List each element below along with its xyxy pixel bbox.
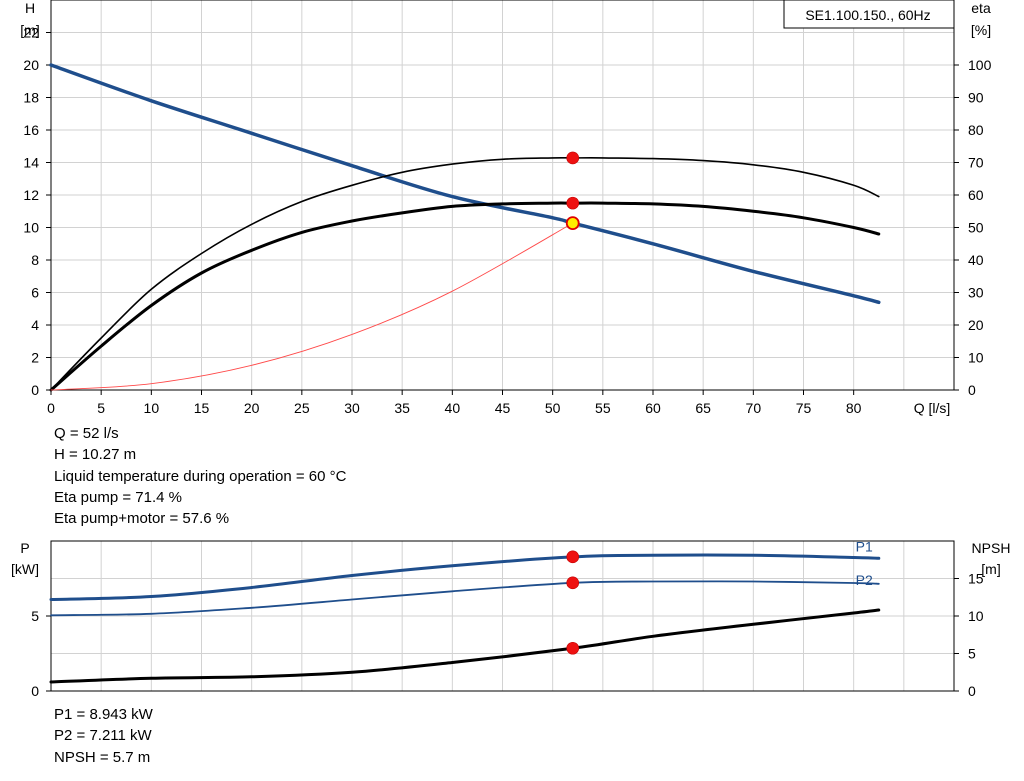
power-ytick-label: 0 — [31, 683, 39, 699]
head-series-line-2 — [49, 201, 881, 392]
head-xtick-label: 55 — [595, 400, 611, 416]
head-title-box — [783, 0, 955, 29]
head-operating-point-marker-2 — [565, 216, 580, 231]
head-operating-point-marker-0 — [566, 151, 580, 165]
head-xtick-label: 70 — [746, 400, 762, 416]
operating-point-info: Q = 52 l/s H = 10.27 m Liquid temperatur… — [54, 423, 346, 529]
head-y2tick-label: 100 — [968, 57, 992, 73]
head-xtick-label: 65 — [695, 400, 711, 416]
head-series-line-3 — [50, 222, 574, 391]
head-xtick-label: 30 — [344, 400, 360, 416]
flow-value: Q = 52 l/s — [54, 425, 119, 442]
power-operating-point-marker-0 — [566, 550, 580, 564]
power-y2tick-label: 15 — [968, 571, 984, 587]
power-series-line-0 — [49, 553, 881, 601]
power-operating-point-marker-1 — [566, 576, 580, 590]
power-series-line-2 — [49, 608, 881, 684]
head-y2tick-label: 30 — [968, 285, 984, 301]
head-ytick-label: 16 — [23, 122, 39, 138]
head-y2-axis-unit: [%] — [971, 22, 991, 38]
head-y2tick-label: 90 — [968, 90, 984, 106]
head-xtick-label: 75 — [796, 400, 812, 416]
head-y2tick-label: 80 — [968, 122, 984, 138]
head-ytick-label: 20 — [23, 57, 39, 73]
power-series-line-1 — [50, 580, 880, 617]
head-ytick-label: 12 — [23, 187, 39, 203]
head-y2tick-label: 0 — [968, 382, 976, 398]
head-ytick-label: 6 — [31, 285, 39, 301]
head-ytick-label: 10 — [23, 220, 39, 236]
npsh-value: NPSH = 5.7 m — [54, 748, 151, 766]
power-y2-axis-unit: [m] — [981, 561, 1000, 577]
head-xtick-label: 45 — [495, 400, 511, 416]
eta-pump-value: Eta pump = 71.4 % — [54, 488, 182, 506]
p2-value: P2 = 7.211 kW — [54, 727, 152, 745]
head-y2tick-label: 60 — [968, 187, 984, 203]
head-ytick-label: 18 — [23, 90, 39, 106]
head-ytick-label: 22 — [23, 25, 39, 41]
p1-value: P1 = 8.943 kW — [54, 706, 153, 723]
power-y2tick-label: 5 — [968, 646, 976, 662]
head-value: H = 10.27 m — [54, 446, 137, 464]
head-y2tick-label: 70 — [968, 155, 984, 171]
power-ytick-label: 5 — [31, 608, 39, 624]
power-y-axis-unit: [kW] — [11, 561, 39, 577]
head-xtick-label: 20 — [244, 400, 260, 416]
head-y2-axis-label: eta — [971, 0, 991, 16]
head-ytick-label: 4 — [31, 317, 39, 333]
power-y2tick-label: 10 — [968, 608, 984, 624]
head-xtick-label: 25 — [294, 400, 310, 416]
eta-total-value: Eta pump+motor = 57.6 % — [54, 510, 230, 528]
head-series-line-1 — [50, 157, 880, 391]
head-xtick-label: 0 — [47, 400, 55, 416]
head-xtick-label: 50 — [545, 400, 561, 416]
power-y-axis-label: P — [20, 540, 29, 556]
power-series-label-p1: P1 — [856, 538, 873, 554]
head-y2tick-label: 10 — [968, 350, 984, 366]
head-y-axis-label: H — [25, 0, 35, 16]
head-operating-point-marker-1 — [566, 196, 580, 210]
power-series-label-p2: P2 — [856, 572, 873, 588]
head-xtick-label: 40 — [445, 400, 461, 416]
head-ytick-label: 2 — [31, 350, 39, 366]
head-y2tick-label: 40 — [968, 252, 984, 268]
head-y2tick-label: 20 — [968, 317, 984, 333]
head-ytick-label: 0 — [31, 382, 39, 398]
head-x-axis-label: Q [l/s] — [914, 400, 951, 416]
head-xtick-label: 80 — [846, 400, 862, 416]
head-xtick-label: 60 — [645, 400, 661, 416]
head-chart-title: SE1.100.150., 60Hz — [805, 7, 930, 23]
head-series-line-0 — [49, 63, 881, 305]
head-ytick-label: 14 — [23, 155, 39, 171]
head-xtick-label: 5 — [97, 400, 105, 416]
head-y-axis-unit: [m] — [20, 22, 39, 38]
head-xtick-label: 10 — [144, 400, 160, 416]
head-xtick-label: 15 — [194, 400, 210, 416]
head-y2tick-label: 50 — [968, 220, 984, 236]
power-operating-point-marker-2 — [566, 641, 580, 655]
head-ytick-label: 8 — [31, 252, 39, 268]
power-info: P1 = 8.943 kW P2 = 7.211 kW NPSH = 5.7 m — [54, 704, 153, 768]
liquid-temperature: Liquid temperature during operation = 60… — [54, 467, 347, 485]
power-y2tick-label: 0 — [968, 683, 976, 699]
head-xtick-label: 35 — [394, 400, 410, 416]
power-y2-axis-label: NPSH — [972, 540, 1011, 556]
